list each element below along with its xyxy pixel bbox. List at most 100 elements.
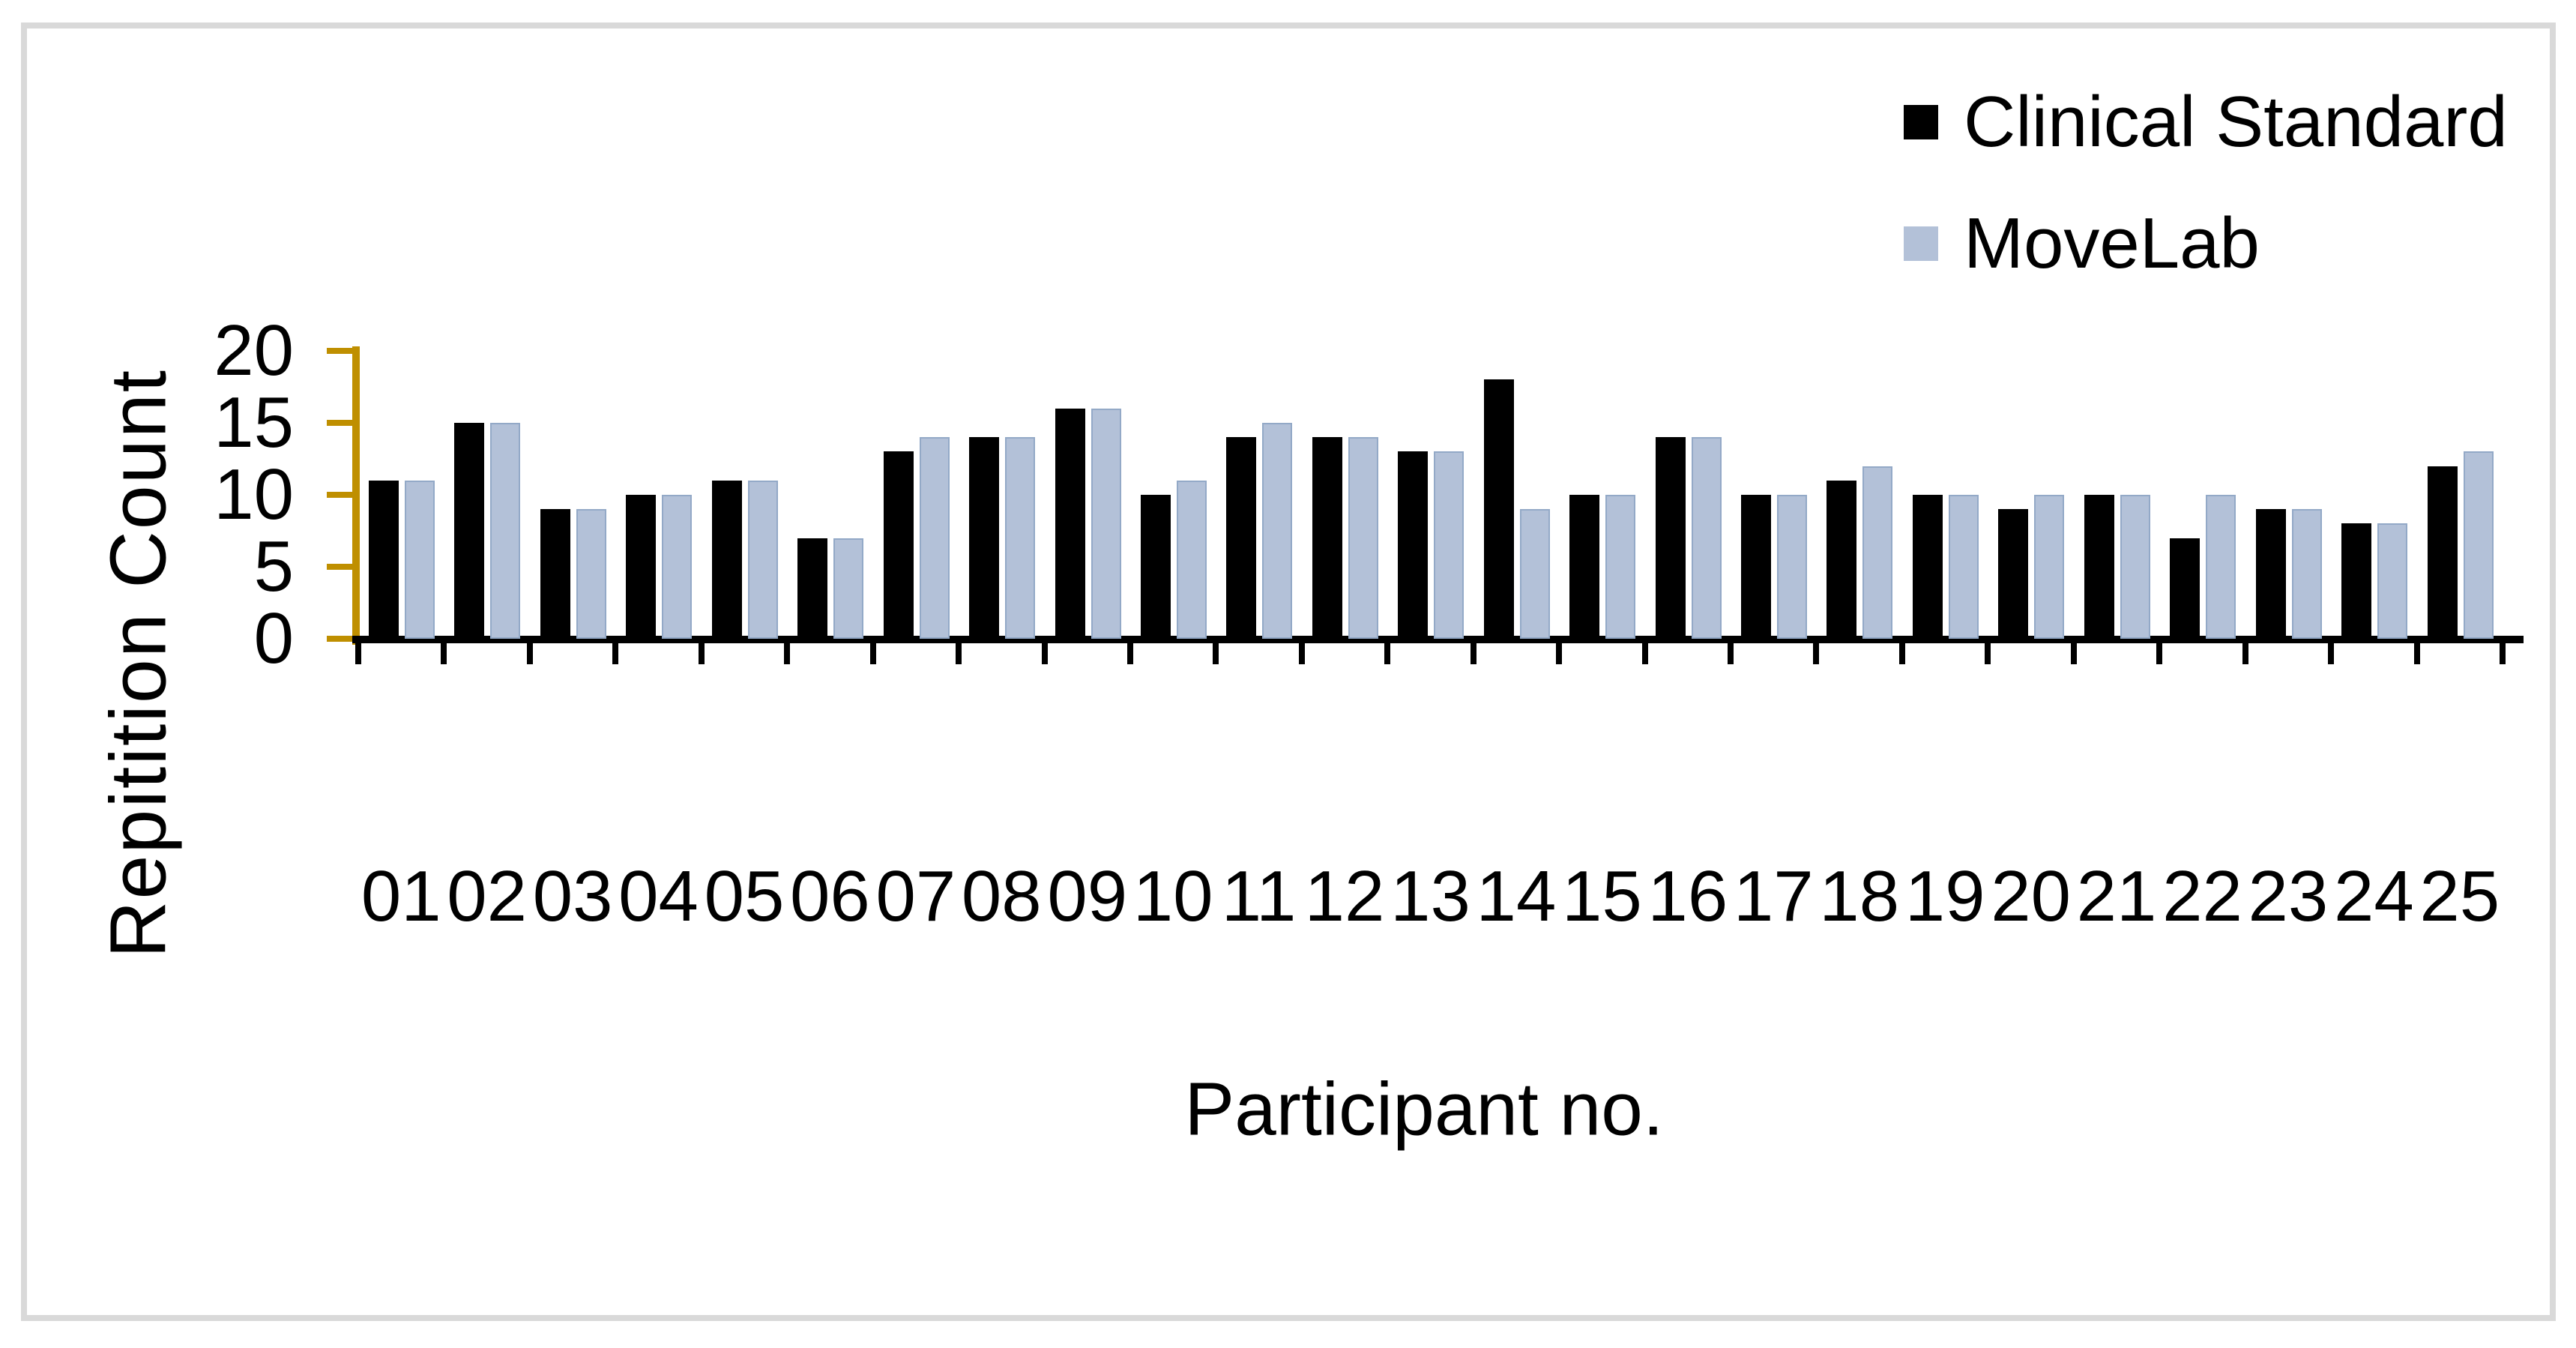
bar-clinical-standard-08: [969, 437, 1000, 639]
y-tick-label: 5: [253, 526, 294, 607]
bar-clinical-standard-21: [2084, 495, 2114, 639]
bar-clinical-standard-17: [1741, 495, 1772, 639]
bar-group-08: [959, 351, 1044, 639]
bar-movelab-12: [1348, 437, 1378, 639]
bar-movelab-04: [662, 495, 693, 639]
legend-swatch-clinical-standard-icon: [1904, 105, 1938, 139]
bar-movelab-24: [2377, 523, 2408, 639]
x-tick: [441, 643, 447, 664]
bar-movelab-25: [2463, 451, 2494, 639]
x-tick-label-09: 09: [1047, 856, 1128, 936]
y-tick-label: 10: [214, 454, 294, 535]
bar-group-19: [1902, 351, 1988, 639]
x-tick: [1213, 643, 1219, 664]
x-tick: [1298, 643, 1305, 664]
x-tick: [612, 643, 619, 664]
bar-clinical-standard-01: [369, 480, 399, 639]
bar-group-15: [1559, 351, 1644, 639]
y-tick-label: 0: [253, 598, 294, 678]
bar-clinical-standard-25: [2427, 466, 2458, 639]
bar-group-09: [1045, 351, 1130, 639]
bar-movelab-10: [1176, 480, 1207, 639]
bar-movelab-21: [2120, 495, 2150, 639]
x-tick-label-06: 06: [790, 856, 870, 936]
bar-group-05: [702, 351, 787, 639]
bar-movelab-02: [490, 423, 521, 639]
bar-group-24: [2331, 351, 2416, 639]
x-tick-label-01: 01: [361, 856, 441, 936]
y-tick: [327, 348, 357, 354]
legend-label-clinical-standard: Clinical Standard: [1964, 82, 2508, 162]
x-tick-label-03: 03: [532, 856, 613, 936]
x-tick: [1126, 643, 1133, 664]
x-tick-label-19: 19: [1904, 856, 1985, 936]
chart-frame: [21, 22, 2556, 1321]
y-tick-label: 20: [214, 310, 294, 391]
bar-group-10: [1130, 351, 1216, 639]
x-tick-label-05: 05: [704, 856, 785, 936]
x-tick: [1041, 643, 1048, 664]
bar-group-23: [2245, 351, 2331, 639]
x-tick: [698, 643, 705, 664]
bar-group-18: [1816, 351, 1901, 639]
bar-movelab-14: [1519, 509, 1550, 639]
bar-movelab-20: [2034, 495, 2065, 639]
x-tick-label-14: 14: [1476, 856, 1557, 936]
x-tick: [2328, 643, 2335, 664]
x-tick-label-20: 20: [1991, 856, 2071, 936]
x-tick-label-17: 17: [1733, 856, 1814, 936]
bar-movelab-08: [1005, 437, 1036, 639]
x-tick: [1470, 643, 1476, 664]
bar-clinical-standard-15: [1569, 495, 1600, 639]
legend-label-movelab: MoveLab: [1964, 203, 2260, 283]
x-tick-label-08: 08: [961, 856, 1042, 936]
bar-group-20: [1988, 351, 2073, 639]
x-tick-label-16: 16: [1647, 856, 1728, 936]
bar-clinical-standard-18: [1827, 480, 1857, 639]
bar-clinical-standard-22: [2170, 538, 2201, 639]
bar-movelab-18: [1862, 466, 1893, 639]
bar-group-02: [444, 351, 529, 639]
x-tick-label-11: 11: [1221, 856, 1297, 936]
bar-clinical-standard-19: [1912, 495, 1943, 639]
bar-movelab-16: [1691, 437, 1722, 639]
bar-clinical-standard-20: [1998, 509, 2029, 639]
x-tick-label-12: 12: [1304, 856, 1385, 936]
bar-group-21: [2074, 351, 2159, 639]
bar-movelab-01: [405, 480, 435, 639]
bar-group-04: [615, 351, 701, 639]
bar-clinical-standard-03: [540, 509, 570, 639]
legend-item-movelab: MoveLab: [1904, 202, 2508, 285]
y-tick: [327, 564, 357, 570]
y-tick: [327, 636, 357, 642]
x-tick-label-07: 07: [875, 856, 956, 936]
bar-movelab-05: [747, 480, 778, 639]
x-tick: [2156, 643, 2163, 664]
x-tick-label-18: 18: [1819, 856, 1900, 936]
bar-clinical-standard-13: [1398, 451, 1429, 639]
x-tick: [2070, 643, 2077, 664]
x-tick: [2242, 643, 2248, 664]
bar-movelab-15: [1605, 495, 1636, 639]
bar-group-17: [1731, 351, 1816, 639]
bar-clinical-standard-09: [1055, 408, 1085, 639]
bar-movelab-11: [1262, 423, 1293, 639]
bar-group-06: [787, 351, 872, 639]
bar-movelab-03: [576, 509, 606, 639]
x-tick-label-23: 23: [2248, 856, 2329, 936]
x-tick: [1384, 643, 1391, 664]
bar-movelab-23: [2291, 509, 2322, 639]
bar-clinical-standard-06: [797, 538, 828, 639]
bar-group-11: [1216, 351, 1301, 639]
bar-group-16: [1645, 351, 1731, 639]
bar-clinical-standard-10: [1140, 495, 1171, 639]
x-tick: [526, 643, 533, 664]
bar-clinical-standard-24: [2341, 523, 2372, 639]
legend-swatch-movelab-icon: [1904, 226, 1938, 261]
x-tick-label-04: 04: [618, 856, 699, 936]
bar-group-22: [2159, 351, 2245, 639]
x-tick-label-02: 02: [447, 856, 528, 936]
bar-group-13: [1387, 351, 1473, 639]
bar-movelab-06: [833, 538, 864, 639]
bar-clinical-standard-04: [626, 495, 657, 639]
